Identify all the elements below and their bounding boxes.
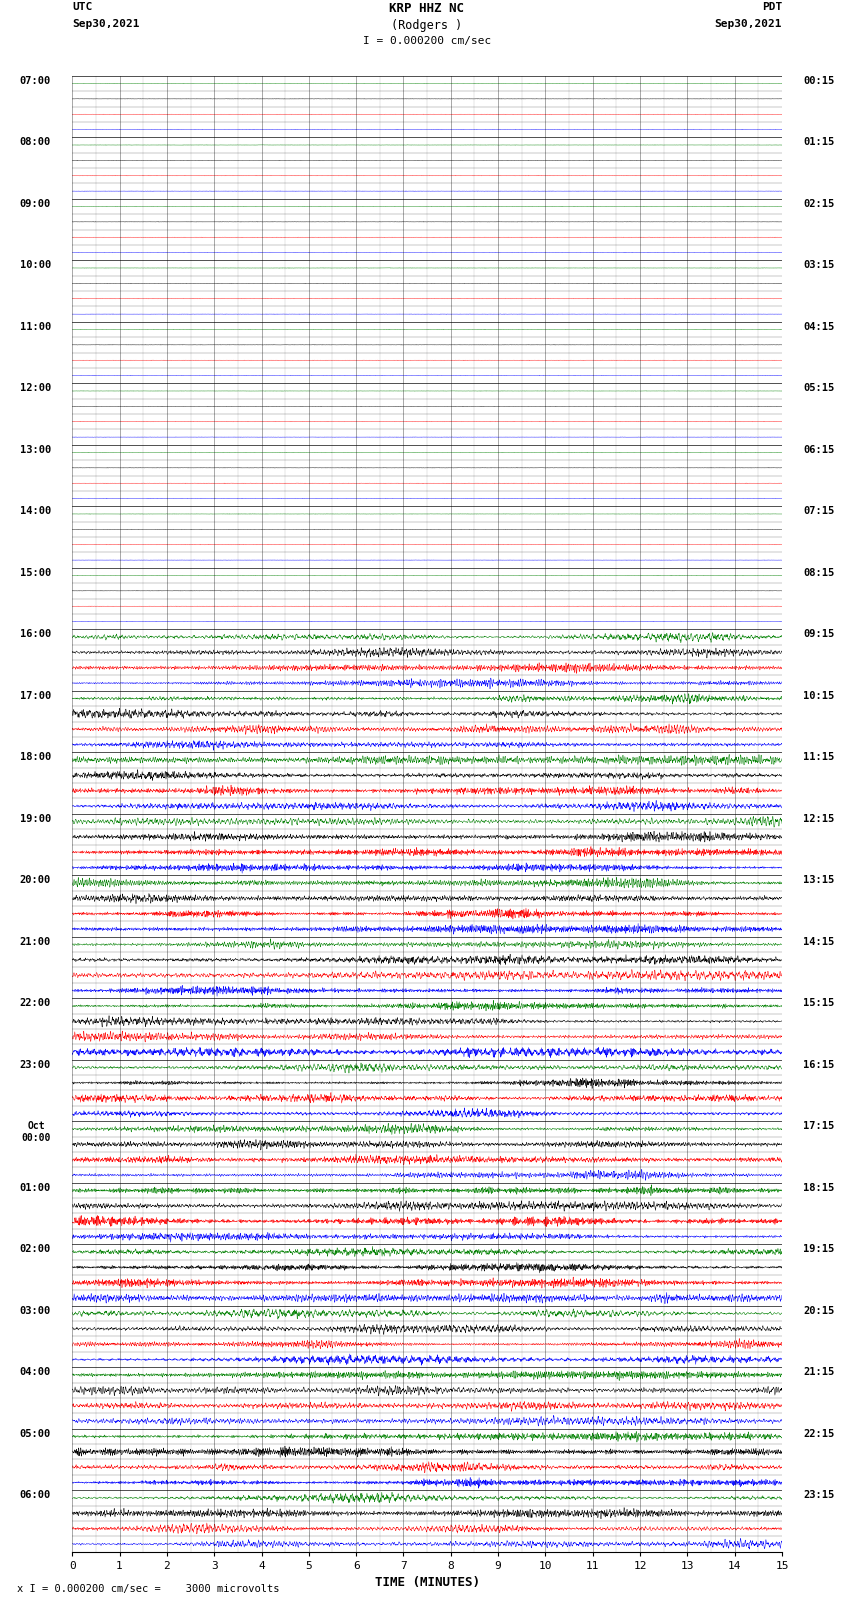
Text: 09:15: 09:15 <box>803 629 835 639</box>
Text: (Rodgers ): (Rodgers ) <box>391 18 462 32</box>
Text: 10:00: 10:00 <box>20 260 51 271</box>
Text: UTC: UTC <box>72 3 93 13</box>
Text: 11:15: 11:15 <box>803 752 835 763</box>
Text: x I = 0.000200 cm/sec =    3000 microvolts: x I = 0.000200 cm/sec = 3000 microvolts <box>17 1584 280 1594</box>
Text: 05:00: 05:00 <box>20 1429 51 1439</box>
Text: 14:00: 14:00 <box>20 506 51 516</box>
Text: 00:15: 00:15 <box>803 76 835 85</box>
Text: 02:15: 02:15 <box>803 198 835 208</box>
Text: 23:15: 23:15 <box>803 1490 835 1500</box>
Text: 06:00: 06:00 <box>20 1490 51 1500</box>
Text: 12:00: 12:00 <box>20 384 51 394</box>
Text: 01:00: 01:00 <box>20 1182 51 1192</box>
Text: Sep30,2021: Sep30,2021 <box>72 18 139 29</box>
Text: 14:15: 14:15 <box>803 937 835 947</box>
Text: 07:15: 07:15 <box>803 506 835 516</box>
Text: 08:00: 08:00 <box>20 137 51 147</box>
Text: 21:00: 21:00 <box>20 937 51 947</box>
Text: 02:00: 02:00 <box>20 1244 51 1255</box>
Text: KRP HHZ NC: KRP HHZ NC <box>389 3 464 16</box>
Text: 17:00: 17:00 <box>20 690 51 700</box>
Text: 13:15: 13:15 <box>803 876 835 886</box>
Text: 04:15: 04:15 <box>803 323 835 332</box>
Text: 08:15: 08:15 <box>803 568 835 577</box>
Text: 03:00: 03:00 <box>20 1307 51 1316</box>
Text: 03:15: 03:15 <box>803 260 835 271</box>
Text: 10:15: 10:15 <box>803 690 835 700</box>
Text: 19:15: 19:15 <box>803 1244 835 1255</box>
Text: 17:15: 17:15 <box>803 1121 835 1131</box>
Text: 19:00: 19:00 <box>20 815 51 824</box>
Text: 18:00: 18:00 <box>20 752 51 763</box>
Text: 07:00: 07:00 <box>20 76 51 85</box>
X-axis label: TIME (MINUTES): TIME (MINUTES) <box>375 1576 479 1589</box>
Text: 18:15: 18:15 <box>803 1182 835 1192</box>
Text: 20:15: 20:15 <box>803 1307 835 1316</box>
Text: 01:15: 01:15 <box>803 137 835 147</box>
Text: 22:15: 22:15 <box>803 1429 835 1439</box>
Text: 06:15: 06:15 <box>803 445 835 455</box>
Text: 05:15: 05:15 <box>803 384 835 394</box>
Text: Oct
00:00: Oct 00:00 <box>21 1121 51 1144</box>
Text: 04:00: 04:00 <box>20 1368 51 1378</box>
Text: 13:00: 13:00 <box>20 445 51 455</box>
Text: I = 0.000200 cm/sec: I = 0.000200 cm/sec <box>363 37 490 47</box>
Text: 23:00: 23:00 <box>20 1060 51 1069</box>
Text: 20:00: 20:00 <box>20 876 51 886</box>
Text: 12:15: 12:15 <box>803 815 835 824</box>
Text: 15:15: 15:15 <box>803 998 835 1008</box>
Text: 21:15: 21:15 <box>803 1368 835 1378</box>
Text: 15:00: 15:00 <box>20 568 51 577</box>
Text: 11:00: 11:00 <box>20 323 51 332</box>
Text: Sep30,2021: Sep30,2021 <box>715 18 782 29</box>
Text: PDT: PDT <box>762 3 782 13</box>
Text: 22:00: 22:00 <box>20 998 51 1008</box>
Text: 16:00: 16:00 <box>20 629 51 639</box>
Text: 16:15: 16:15 <box>803 1060 835 1069</box>
Text: 09:00: 09:00 <box>20 198 51 208</box>
